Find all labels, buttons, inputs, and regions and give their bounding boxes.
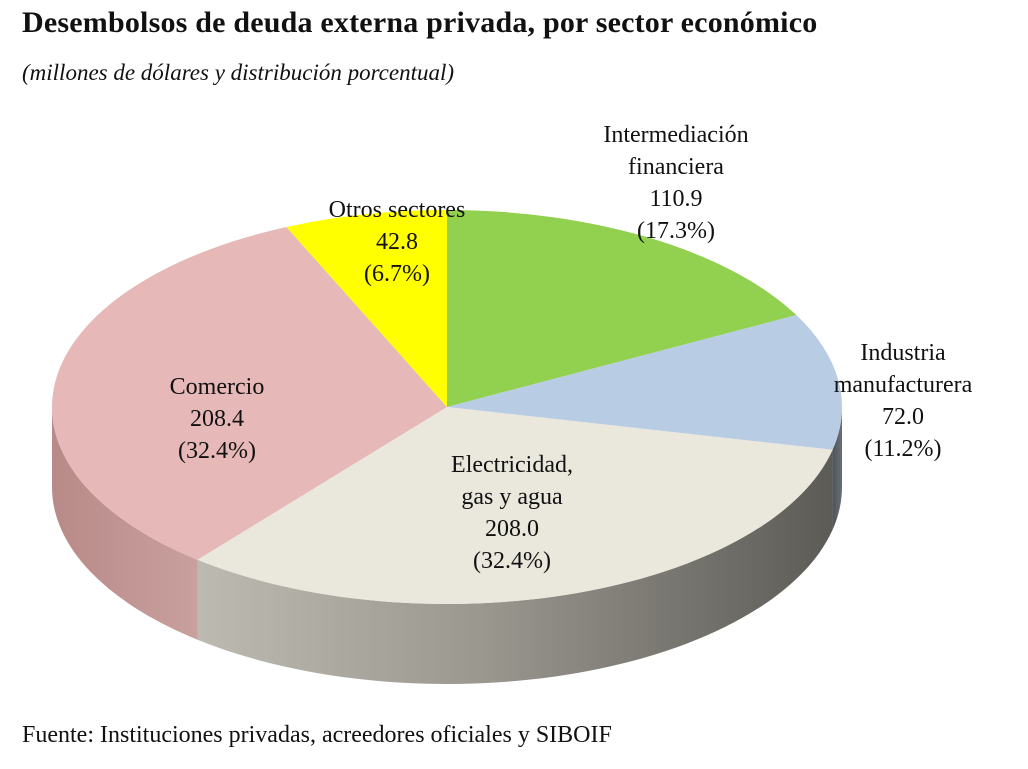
- slice-label-intermediacion-financiera: Intermediación financiera 110.9 (17.3%): [603, 122, 748, 244]
- slice-comercio: [51, 227, 447, 560]
- slice-label-electricidad-gas-agua: Electricidad, gas y agua 208.0 (32.4%): [451, 452, 573, 574]
- slice-label-comercio: Comercio 208.4 (32.4%): [170, 374, 265, 464]
- slice-intermediacion-financiera: [447, 210, 797, 407]
- slice-label-otros-sectores: Otros sectores 42.8 (6.7%): [329, 197, 466, 287]
- chart-title: Desembolsos de deuda externa privada, po…: [22, 6, 818, 39]
- slice-industria-manufacturera: [447, 315, 842, 450]
- slice-side-comercio: [52, 407, 198, 640]
- slice-side-electricidad-gas-agua: [197, 449, 833, 684]
- chart-source: Fuente: Instituciones privadas, acreedor…: [22, 722, 612, 748]
- slice-side-industria-manufacturera: [832, 407, 842, 530]
- slice-otros-sectores: [286, 210, 447, 407]
- slice-label-industria-manufacturera: Industria manufacturera 72.0 (11.2%): [834, 340, 973, 462]
- slice-electricidad-gas-agua: [197, 407, 833, 604]
- chart-subtitle: (millones de dólares y distribución porc…: [22, 60, 455, 85]
